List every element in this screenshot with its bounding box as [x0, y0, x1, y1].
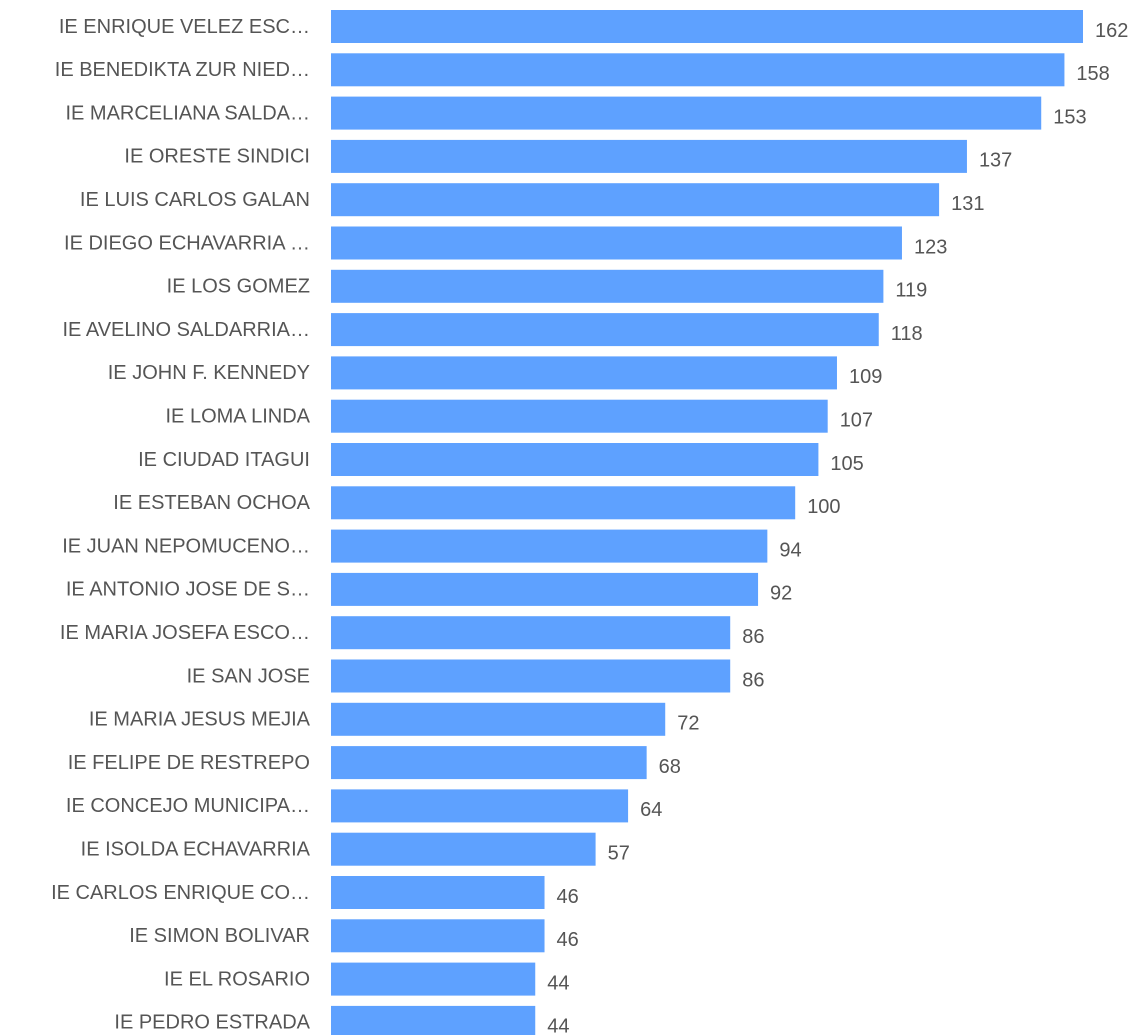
value-label: 153	[1053, 106, 1086, 128]
y-tick-label: IE MARIA JESUS MEJIA	[89, 709, 311, 731]
y-tick-label: IE CONCEJO MUNICIPA…	[66, 795, 310, 817]
value-label: 100	[807, 496, 840, 518]
value-label: 131	[951, 193, 984, 215]
value-label: 64	[640, 799, 662, 821]
bar	[331, 183, 940, 217]
y-tick-label: IE SIMON BOLIVAR	[129, 925, 310, 947]
value-label: 162	[1095, 20, 1128, 42]
value-label: 57	[608, 842, 630, 864]
bar	[331, 269, 884, 303]
y-tick-label: IE LOS GOMEZ	[167, 276, 310, 298]
y-tick-label: IE ENRIQUE VELEZ ESC…	[59, 16, 310, 38]
bar	[331, 1005, 536, 1035]
value-label: 68	[659, 756, 681, 778]
bar	[331, 443, 819, 476]
y-tick-label: IE FELIPE DE RESTREPO	[68, 752, 310, 774]
y-tick-label: IE DIEGO ECHAVARRIA …	[64, 232, 310, 254]
y-tick-label: IE AVELINO SALDARRIA…	[63, 319, 311, 341]
y-tick-label: IE CIUDAD ITAGUI	[138, 449, 310, 471]
bar	[331, 486, 796, 520]
y-tick-label: IE CARLOS ENRIQUE CO…	[51, 882, 310, 904]
y-tick-label: IE ANTONIO JOSE DE S…	[66, 579, 310, 601]
bar	[331, 702, 666, 736]
bar	[331, 226, 902, 260]
value-label: 86	[742, 669, 764, 691]
bar	[331, 313, 879, 347]
bar	[331, 399, 828, 433]
value-label: 92	[770, 583, 792, 605]
bar	[331, 659, 731, 693]
bar	[331, 876, 545, 909]
value-label: 107	[840, 409, 873, 431]
value-label: 44	[547, 1016, 569, 1035]
value-label: 137	[979, 150, 1012, 172]
y-tick-label: IE ORESTE SINDICI	[124, 146, 310, 168]
bar	[331, 53, 1065, 87]
y-tick-label: IE BENEDIKTA ZUR NIED…	[55, 59, 310, 81]
value-label: 119	[895, 280, 927, 302]
value-label: 46	[557, 929, 579, 951]
bar	[331, 962, 536, 996]
value-label: 46	[557, 886, 579, 908]
y-tick-label: IE ESTEBAN OCHOA	[113, 492, 310, 514]
bar	[331, 96, 1042, 130]
bar	[331, 139, 967, 173]
value-label: 44	[547, 972, 569, 994]
bar	[331, 572, 759, 606]
bar	[331, 919, 545, 953]
y-tick-label: IE JOHN F. KENNEDY	[108, 362, 310, 384]
value-label: 105	[830, 453, 863, 475]
value-label: 109	[849, 366, 882, 388]
bar	[331, 616, 731, 650]
y-tick-label: IE LOMA LINDA	[166, 405, 311, 427]
bar	[331, 789, 629, 823]
value-label: 123	[914, 236, 947, 258]
bar	[331, 10, 1083, 43]
bar	[331, 356, 837, 390]
value-label: 86	[742, 626, 764, 648]
value-label: 94	[779, 539, 801, 561]
y-tick-label: IE EL ROSARIO	[164, 968, 310, 990]
y-tick-label: IE MARCELIANA SALDA…	[65, 102, 310, 124]
y-tick-label: IE PEDRO ESTRADA	[114, 1012, 310, 1034]
bar	[331, 529, 768, 563]
bar	[331, 832, 596, 866]
y-tick-label: IE SAN JOSE	[187, 665, 310, 687]
y-tick-label: IE ISOLDA ECHAVARRIA	[81, 838, 311, 860]
bar	[331, 746, 647, 780]
value-label: 158	[1076, 63, 1109, 85]
value-label: 72	[677, 713, 699, 735]
value-label: 118	[891, 323, 923, 345]
y-tick-label: IE LUIS CARLOS GALAN	[80, 189, 310, 211]
y-tick-label: IE MARIA JOSEFA ESCO…	[60, 622, 310, 644]
y-tick-label: IE JUAN NEPOMUCENO…	[62, 535, 310, 557]
